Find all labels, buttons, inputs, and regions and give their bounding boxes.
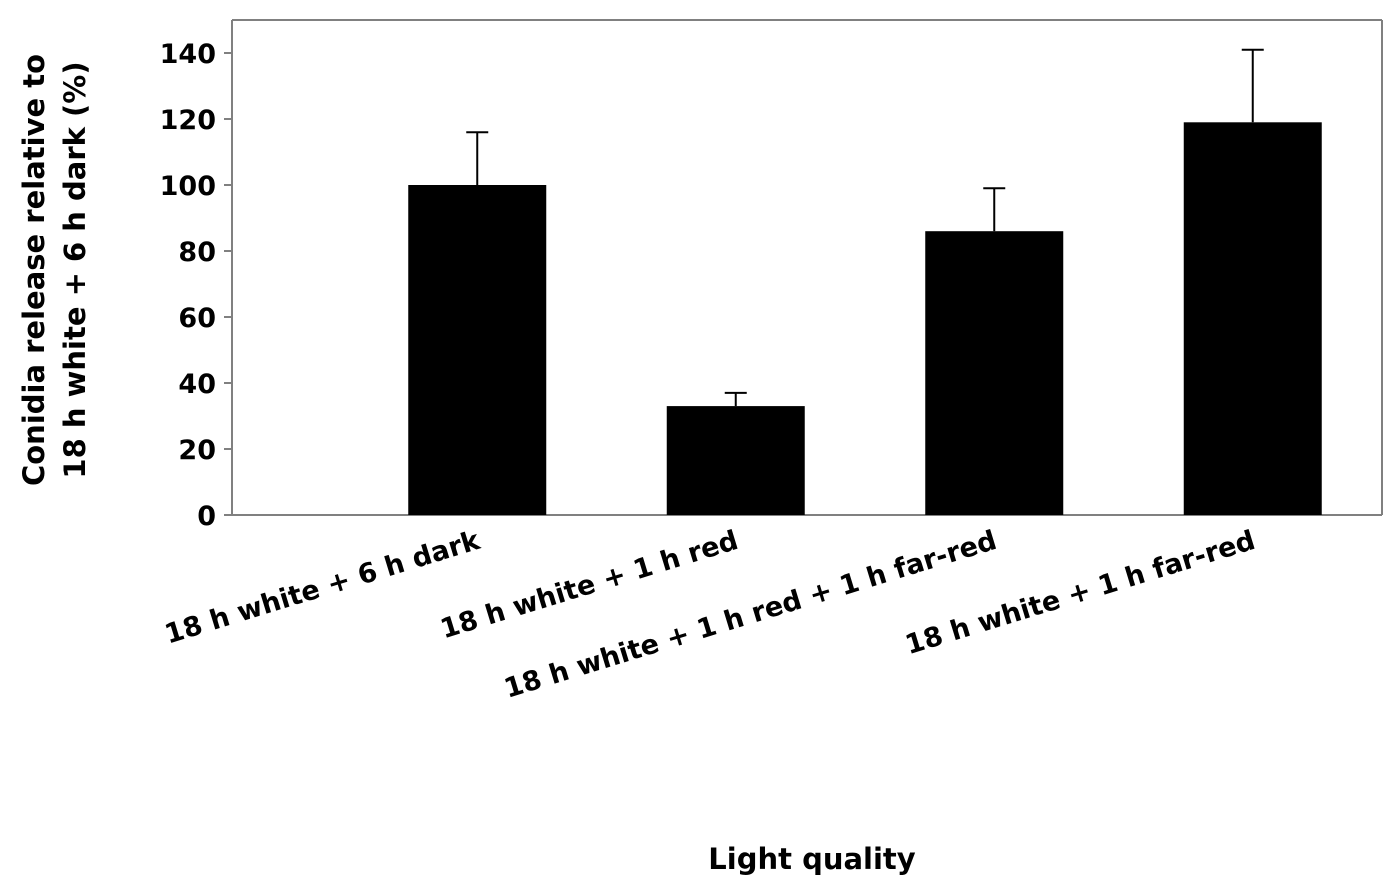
bar-4 <box>1183 122 1322 516</box>
chart-bars <box>408 122 1322 516</box>
bar-2 <box>666 406 805 515</box>
x-category-label-1: 18 h white + 6 h dark <box>161 525 484 651</box>
y-axis-title-line-2: 18 h white + 6 h dark (%) <box>58 61 92 478</box>
y-tick-label: 140 <box>160 39 216 70</box>
y-tick-label: 20 <box>178 435 216 466</box>
y-axis-ticks: 0 20 40 60 80 100 120 140 <box>160 39 232 532</box>
y-tick-label: 120 <box>160 105 216 136</box>
bar-3 <box>925 231 1064 515</box>
y-tick-label: 80 <box>178 237 216 268</box>
y-tick-label: 60 <box>178 303 216 334</box>
y-axis-title-line-1: Conidia release relative to <box>17 54 51 486</box>
error-bars <box>466 48 1264 407</box>
bar-1 <box>408 185 547 515</box>
y-tick-label: 0 <box>197 501 216 532</box>
y-tick-label: 100 <box>160 171 216 202</box>
x-axis-title: Light quality <box>708 842 916 876</box>
y-tick-label: 40 <box>178 369 216 400</box>
x-category-label-3: 18 h white + 1 h red + 1 h far-red <box>501 525 1001 705</box>
